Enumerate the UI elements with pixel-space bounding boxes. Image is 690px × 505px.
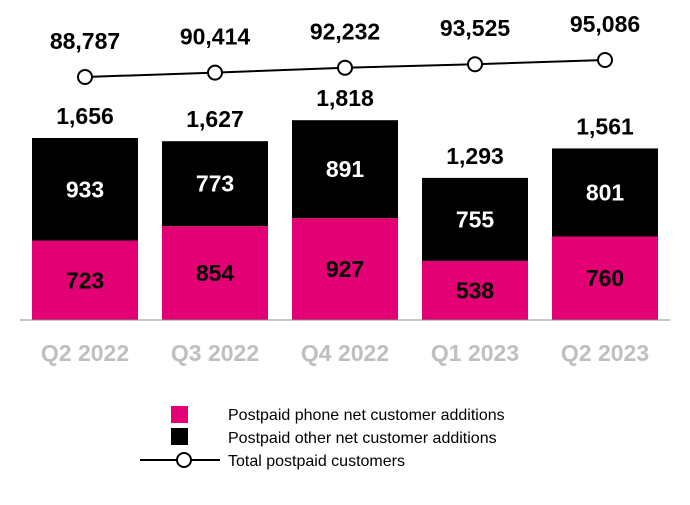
data-label: 933 [66, 176, 104, 202]
line-label: 90,414 [180, 24, 251, 50]
total-label: 1,656 [56, 103, 114, 129]
data-label: 538 [456, 277, 495, 303]
bar-segment-phone [422, 260, 528, 320]
total-label: 1,561 [576, 113, 634, 139]
bar-segment-phone [162, 226, 268, 320]
bar-segment-phone [292, 218, 398, 320]
legend-swatch-phone [171, 406, 188, 423]
legend-swatch-other [171, 428, 188, 445]
line-marker [467, 56, 483, 73]
bar-segment-phone [552, 236, 658, 320]
legend-label: Postpaid phone net customer additions [228, 407, 505, 424]
legend-marker [176, 452, 192, 468]
line-marker [337, 59, 353, 76]
legend-label: Postpaid other net customer additions [228, 430, 497, 447]
line-label: 88,787 [50, 28, 120, 54]
data-label: 773 [196, 171, 234, 197]
line-label: 93,525 [440, 15, 511, 41]
line-label: 95,086 [570, 11, 640, 37]
data-label: 723 [66, 267, 104, 293]
legend: Postpaid phone net customer additions Pos… [140, 406, 505, 470]
bar-segment-other [292, 120, 398, 219]
bar-segment-other [422, 177, 528, 261]
bar-segment-other [162, 141, 268, 227]
category-label: Q2 2022 [41, 340, 129, 366]
data-label: 891 [326, 156, 365, 182]
total-label: 1,627 [186, 106, 244, 132]
category-label: Q2 2023 [561, 340, 649, 366]
data-label: 854 [196, 260, 235, 286]
data-label: 760 [586, 265, 624, 291]
total-label: 1,293 [446, 143, 504, 169]
bar-segment-other [32, 138, 138, 241]
data-label: 755 [456, 206, 495, 232]
category-label: Q3 2022 [171, 340, 259, 366]
data-label: 801 [586, 179, 625, 205]
bar-segment-phone [32, 240, 138, 320]
line-marker [597, 52, 613, 68]
category-label: Q4 2022 [301, 340, 389, 366]
data-label: 927 [326, 256, 364, 282]
legend-label: Total postpaid customers [228, 453, 405, 470]
line-label: 92,232 [310, 19, 380, 45]
bar-segment-other [552, 148, 658, 237]
category-label: Q1 2023 [431, 340, 519, 366]
total-label: 1,818 [316, 85, 374, 111]
line-marker [77, 69, 93, 85]
line-marker [207, 64, 223, 81]
